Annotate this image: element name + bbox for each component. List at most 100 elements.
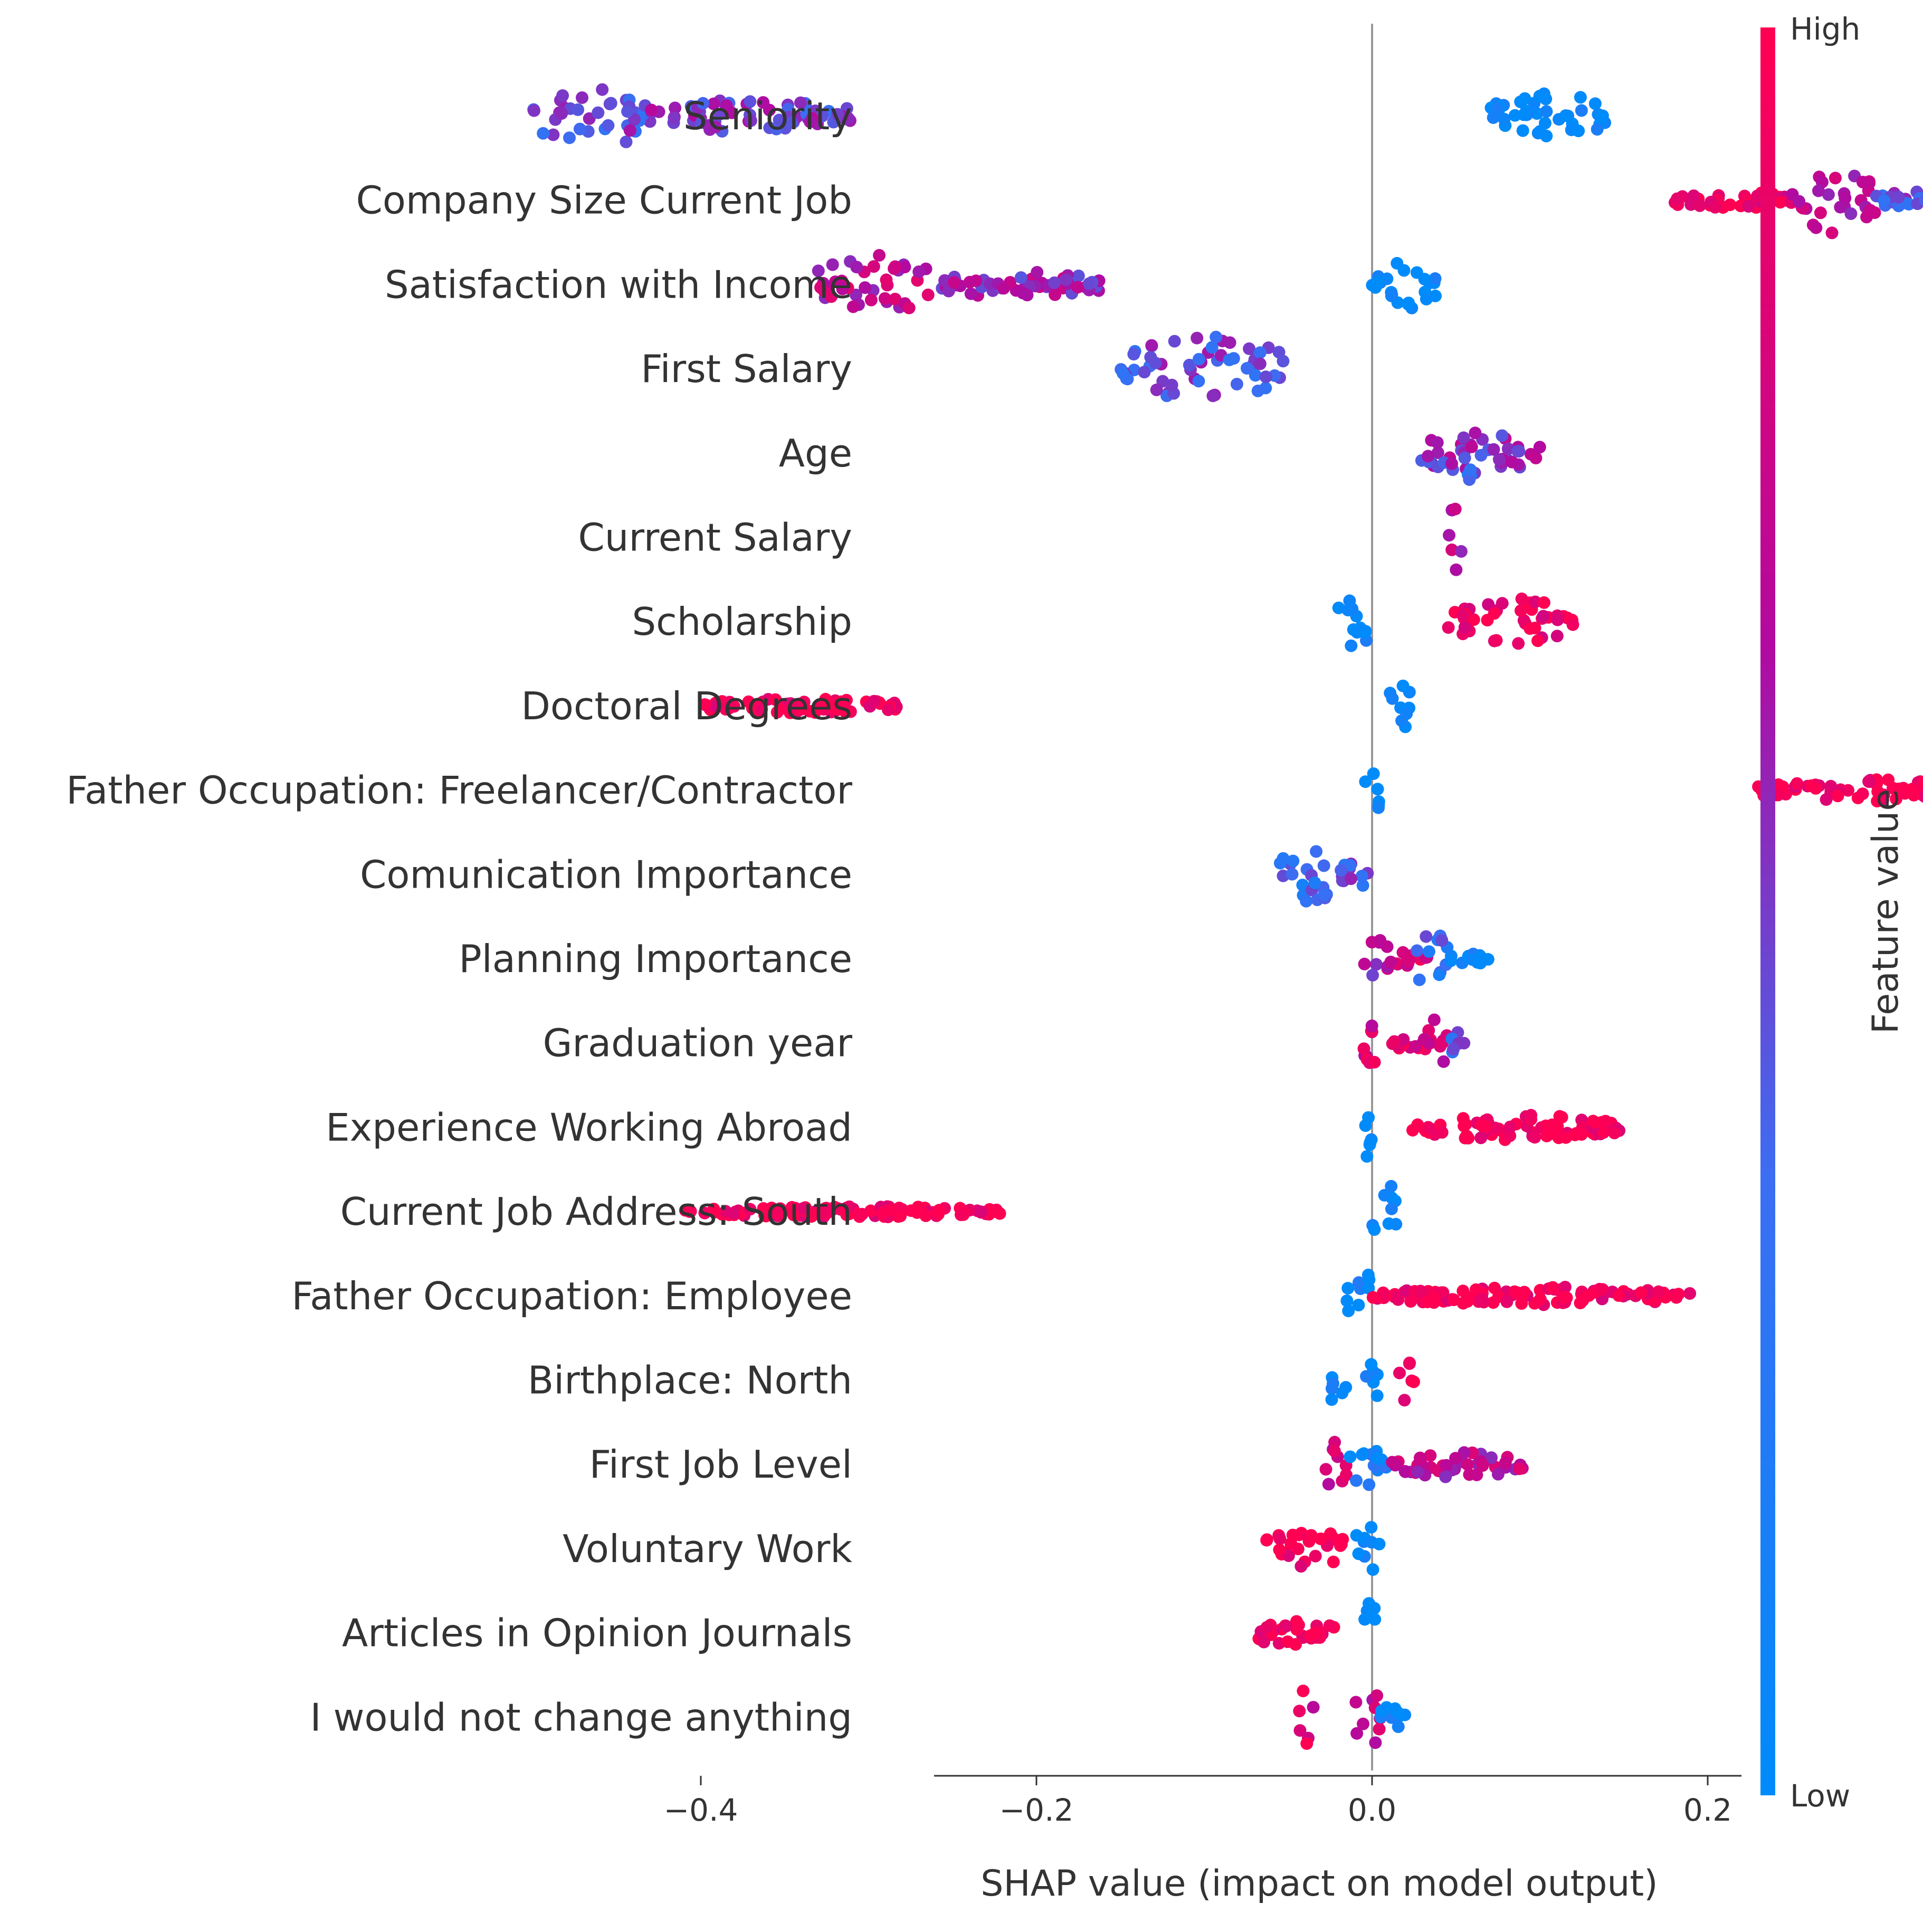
shap-point [1349, 1696, 1363, 1709]
shap-point [1317, 859, 1330, 872]
feature-row-dots [1359, 767, 1923, 814]
shap-point [1398, 1465, 1412, 1478]
shap-point [1460, 1129, 1473, 1143]
shap-point [1417, 1033, 1431, 1046]
shap-point [1049, 288, 1062, 301]
shap-point [1887, 782, 1899, 795]
shap-point [1355, 870, 1368, 883]
shap-point [1461, 1458, 1474, 1471]
shap-point [1670, 1291, 1683, 1304]
shap-point [1479, 1120, 1492, 1134]
shap-point [1444, 954, 1458, 967]
shap-point [621, 105, 634, 118]
feature-row-dots [1340, 1269, 1697, 1317]
shap-point [709, 120, 722, 134]
shap-point [932, 1204, 946, 1217]
shap-point [1290, 1615, 1303, 1628]
shap-point [1555, 1111, 1568, 1124]
shap-point [1551, 613, 1564, 626]
x-axis-title: SHAP value (impact on model output) [980, 1863, 1658, 1905]
feature-label: Father Occupation: Freelancer/Contractor [66, 768, 852, 813]
shap-point [727, 1206, 740, 1220]
feature-row-dots [1260, 1521, 1386, 1576]
shap-point [1325, 1382, 1338, 1395]
feature-row-dots [1319, 1435, 1529, 1491]
shap-point [623, 124, 636, 137]
shap-point [697, 97, 710, 110]
shap-point [1272, 346, 1286, 359]
shap-point [668, 111, 681, 125]
shap-point [938, 274, 951, 287]
shap-point [1361, 1609, 1374, 1622]
shap-point [1223, 353, 1236, 366]
shap-point [1540, 105, 1553, 118]
shap-point [1810, 221, 1823, 234]
shap-point [1314, 1533, 1327, 1545]
feature-label: Experience Working Abroad [326, 1105, 852, 1149]
shap-point [1381, 940, 1394, 953]
shap-point [1363, 1597, 1375, 1610]
shap-point [1389, 1217, 1403, 1231]
shap-point [1345, 639, 1358, 652]
shap-point [1458, 451, 1471, 464]
shap-point [1919, 194, 1923, 206]
shap-point [1820, 793, 1833, 806]
shap-point [1871, 795, 1884, 808]
shap-point [1774, 196, 1787, 209]
shap-point [1344, 1450, 1357, 1463]
shap-point [878, 292, 891, 305]
shap-point [1210, 330, 1223, 344]
shap-point [1539, 92, 1553, 106]
shap-point [1372, 801, 1385, 814]
shap-point [1340, 1294, 1354, 1307]
shap-point [1323, 1619, 1336, 1632]
shap-point [1243, 342, 1256, 355]
shap-point [785, 116, 798, 129]
shap-point [1469, 426, 1482, 440]
shap-point [1435, 934, 1449, 947]
shap-point [1499, 1456, 1512, 1469]
shap-point [1558, 1291, 1571, 1304]
shap-point [808, 706, 822, 719]
feature-label: Comunication Importance [360, 852, 852, 897]
shap-point [836, 282, 849, 296]
colorbar [1760, 27, 1775, 1795]
shap-point [794, 96, 807, 109]
shap-point [868, 694, 881, 708]
shap-point [912, 265, 926, 278]
shap-point [1878, 194, 1891, 207]
shap-point [1856, 787, 1869, 801]
shap-point [1822, 188, 1835, 201]
shap-point [1550, 630, 1564, 643]
shap-point [826, 258, 839, 271]
shap-point [1496, 597, 1509, 610]
shap-point [1397, 264, 1411, 277]
shap-point [1060, 273, 1072, 286]
shap-point [948, 276, 960, 289]
shap-point [645, 103, 658, 117]
shap-point [769, 693, 782, 706]
shap-point [1501, 442, 1515, 455]
shap-point [1829, 172, 1842, 185]
shap-point [1373, 1722, 1386, 1736]
shap-point [1191, 331, 1204, 345]
shap-point [1307, 1701, 1320, 1714]
shap-point [1403, 1357, 1416, 1370]
shap-point [1249, 369, 1262, 382]
shap-point [1339, 1381, 1353, 1394]
shap-point [1411, 944, 1424, 957]
shap-point [1386, 692, 1399, 705]
shap-point [620, 135, 633, 148]
shap-point [1572, 125, 1585, 137]
shap-point [787, 1208, 800, 1222]
shap-point [902, 301, 916, 315]
feature-label: Father Occupation: Employee [291, 1274, 852, 1318]
shap-point [1612, 1289, 1625, 1302]
shap-point [1427, 1013, 1441, 1026]
shap-point [1449, 1452, 1462, 1465]
shap-point [1274, 856, 1287, 870]
shap-point [1458, 1119, 1471, 1132]
shap-point [894, 1210, 907, 1223]
shap-point [1388, 1035, 1401, 1048]
feature-label: First Job Level [589, 1442, 852, 1487]
